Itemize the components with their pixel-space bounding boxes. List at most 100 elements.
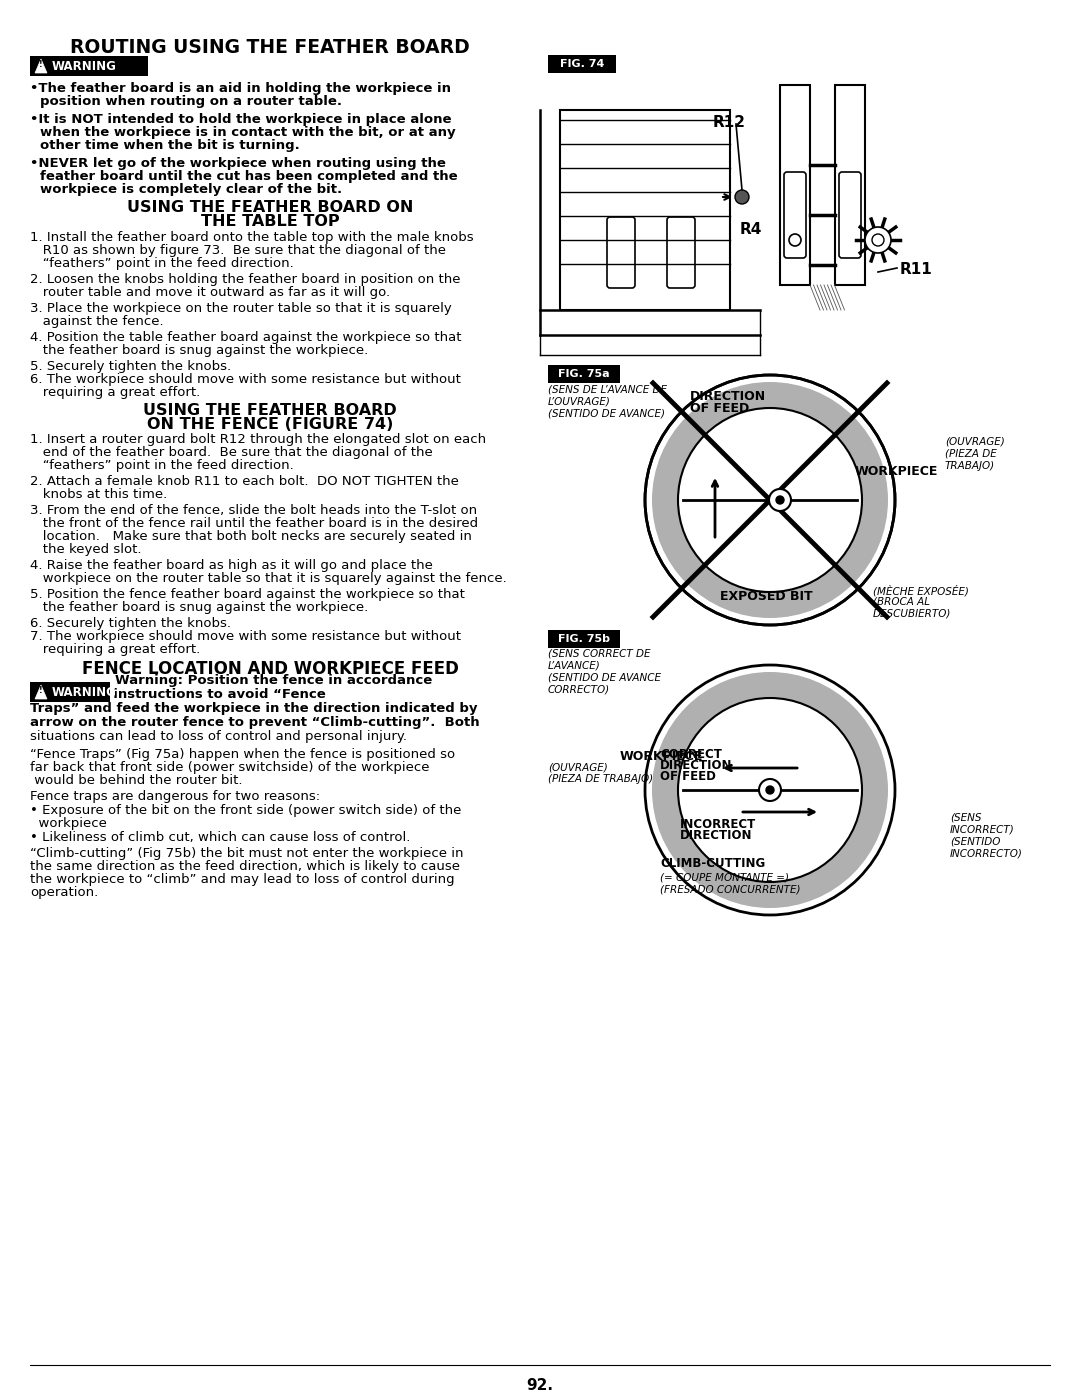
Text: •The feather board is an aid in holding the workpiece in: •The feather board is an aid in holding …	[30, 82, 451, 95]
Text: !: !	[39, 686, 43, 694]
Polygon shape	[35, 59, 48, 73]
Text: !: !	[39, 60, 43, 68]
Text: OF FEED: OF FEED	[660, 770, 716, 782]
Text: location.   Make sure that both bolt necks are securely seated in: location. Make sure that both bolt necks…	[30, 529, 472, 543]
Text: ON THE FENCE (FIGURE 74): ON THE FENCE (FIGURE 74)	[147, 416, 393, 432]
Polygon shape	[35, 685, 48, 698]
Text: L’AVANCE): L’AVANCE)	[548, 659, 600, 671]
Text: would be behind the router bit.: would be behind the router bit.	[30, 774, 243, 787]
Text: (OUVRAGE): (OUVRAGE)	[548, 761, 608, 773]
Circle shape	[769, 489, 791, 511]
Text: ROUTING USING THE FEATHER BOARD: ROUTING USING THE FEATHER BOARD	[70, 38, 470, 57]
Text: R4: R4	[740, 222, 762, 237]
Text: EXPOSED BIT: EXPOSED BIT	[720, 590, 812, 604]
Text: (MÈCHE EXPOSÉE): (MÈCHE EXPOSÉE)	[873, 585, 969, 597]
Text: OF FEED: OF FEED	[690, 402, 750, 415]
Text: 2. Loosen the knobs holding the feather board in position on the: 2. Loosen the knobs holding the feather …	[30, 272, 460, 286]
Circle shape	[789, 235, 801, 246]
Text: Fence traps are dangerous for two reasons:: Fence traps are dangerous for two reason…	[30, 789, 320, 803]
Text: other time when the bit is turning.: other time when the bit is turning.	[40, 138, 300, 152]
Circle shape	[645, 665, 895, 915]
FancyBboxPatch shape	[30, 56, 148, 75]
Text: 5. Securely tighten the knobs.: 5. Securely tighten the knobs.	[30, 360, 231, 373]
Text: DIRECTION: DIRECTION	[660, 759, 732, 773]
Text: Warning: Position the fence in accordance: Warning: Position the fence in accordanc…	[114, 673, 432, 687]
Text: situations can lead to loss of control and personal injury.: situations can lead to loss of control a…	[30, 731, 407, 743]
Text: (PIEZA DE TRABAJO): (PIEZA DE TRABAJO)	[548, 774, 653, 784]
Text: USING THE FEATHER BOARD ON: USING THE FEATHER BOARD ON	[126, 200, 414, 215]
Circle shape	[777, 496, 784, 504]
Text: workpiece on the router table so that it is squarely against the fence.: workpiece on the router table so that it…	[30, 571, 507, 585]
Text: 5. Position the fence feather board against the workpiece so that: 5. Position the fence feather board agai…	[30, 588, 464, 601]
Text: R11: R11	[900, 263, 933, 277]
Text: knobs at this time.: knobs at this time.	[30, 488, 167, 502]
Text: (SENS CORRECT DE: (SENS CORRECT DE	[548, 648, 650, 658]
Circle shape	[678, 408, 862, 592]
Text: FIG. 75a: FIG. 75a	[558, 369, 610, 379]
Text: (SENS: (SENS	[950, 812, 982, 821]
Circle shape	[678, 698, 862, 882]
Text: against the fence.: against the fence.	[30, 314, 164, 328]
Circle shape	[645, 374, 895, 624]
Text: 6. Securely tighten the knobs.: 6. Securely tighten the knobs.	[30, 617, 231, 630]
FancyBboxPatch shape	[548, 630, 620, 648]
FancyBboxPatch shape	[30, 682, 110, 703]
Text: (SENTIDO DE AVANCE: (SENTIDO DE AVANCE	[548, 672, 661, 682]
Text: the feather board is snug against the workpiece.: the feather board is snug against the wo…	[30, 601, 368, 615]
Text: CORRECTO): CORRECTO)	[548, 685, 610, 694]
Text: the feather board is snug against the workpiece.: the feather board is snug against the wo…	[30, 344, 368, 358]
Text: 2. Attach a female knob R11 to each bolt.  DO NOT TIGHTEN the: 2. Attach a female knob R11 to each bolt…	[30, 475, 459, 488]
Text: with these instructions to avoid “Fence: with these instructions to avoid “Fence	[30, 687, 326, 701]
Text: THE TABLE TOP: THE TABLE TOP	[201, 214, 339, 229]
Text: 6. The workpiece should move with some resistance but without: 6. The workpiece should move with some r…	[30, 373, 461, 386]
Text: arrow on the router fence to prevent “Climb-cutting”.  Both: arrow on the router fence to prevent “Cl…	[30, 717, 480, 729]
Circle shape	[735, 190, 750, 204]
FancyBboxPatch shape	[780, 85, 810, 285]
Circle shape	[652, 381, 888, 617]
Text: • Likeliness of climb cut, which can cause loss of control.: • Likeliness of climb cut, which can cau…	[30, 831, 410, 844]
Text: WARNING: WARNING	[52, 686, 117, 698]
Text: INCORRECT): INCORRECT)	[950, 824, 1015, 834]
Text: (SENS DE L’AVANCE DE: (SENS DE L’AVANCE DE	[548, 386, 667, 395]
Text: operation.: operation.	[30, 886, 98, 900]
Text: “feathers” point in the feed direction.: “feathers” point in the feed direction.	[30, 257, 294, 270]
Text: router table and move it outward as far as it will go.: router table and move it outward as far …	[30, 286, 390, 299]
Text: far back that front side (power switchside) of the workpiece: far back that front side (power switchsi…	[30, 761, 430, 774]
Text: USING THE FEATHER BOARD: USING THE FEATHER BOARD	[144, 402, 396, 418]
Text: (SENTIDO DE AVANCE): (SENTIDO DE AVANCE)	[548, 409, 665, 419]
Text: 4. Position the table feather board against the workpiece so that: 4. Position the table feather board agai…	[30, 331, 461, 344]
Text: •It is NOT intended to hold the workpiece in place alone: •It is NOT intended to hold the workpiec…	[30, 113, 451, 126]
Text: • Exposure of the bit on the front side (power switch side) of the: • Exposure of the bit on the front side …	[30, 805, 461, 817]
Text: (OUVRAGE): (OUVRAGE)	[945, 437, 1004, 447]
FancyBboxPatch shape	[784, 172, 806, 258]
Text: INCORRECTO): INCORRECTO)	[950, 848, 1023, 858]
Text: the same direction as the feed direction, which is likely to cause: the same direction as the feed direction…	[30, 861, 460, 873]
Text: R12: R12	[713, 115, 746, 130]
Text: requiring a great effort.: requiring a great effort.	[30, 643, 200, 657]
Text: R10 as shown by figure 73.  Be sure that the diagonal of the: R10 as shown by figure 73. Be sure that …	[30, 244, 446, 257]
Text: (SENTIDO: (SENTIDO	[950, 835, 1000, 847]
Text: •NEVER let go of the workpiece when routing using the: •NEVER let go of the workpiece when rout…	[30, 156, 446, 170]
FancyBboxPatch shape	[835, 85, 865, 285]
Text: CLIMB-CUTTING: CLIMB-CUTTING	[660, 856, 766, 870]
Text: 7. The workpiece should move with some resistance but without: 7. The workpiece should move with some r…	[30, 630, 461, 643]
Text: WARNING: WARNING	[52, 60, 117, 73]
FancyBboxPatch shape	[607, 217, 635, 288]
Circle shape	[865, 226, 891, 253]
Text: WORKPIECE: WORKPIECE	[620, 750, 703, 763]
FancyBboxPatch shape	[548, 365, 620, 383]
Text: DESCUBIERTO): DESCUBIERTO)	[873, 609, 951, 619]
Text: FIG. 74: FIG. 74	[559, 59, 604, 68]
Text: FENCE LOCATION AND WORKPIECE FEED: FENCE LOCATION AND WORKPIECE FEED	[82, 659, 458, 678]
Text: position when routing on a router table.: position when routing on a router table.	[40, 95, 342, 108]
Text: 92.: 92.	[527, 1377, 554, 1393]
Text: 3. From the end of the fence, slide the bolt heads into the T-slot on: 3. From the end of the fence, slide the …	[30, 504, 477, 517]
FancyBboxPatch shape	[548, 54, 616, 73]
Text: WORKPIECE: WORKPIECE	[855, 465, 939, 478]
Text: 1. Insert a router guard bolt R12 through the elongated slot on each: 1. Insert a router guard bolt R12 throug…	[30, 433, 486, 446]
Text: “feathers” point in the feed direction.: “feathers” point in the feed direction.	[30, 460, 294, 472]
Text: INCORRECT: INCORRECT	[680, 819, 756, 831]
Text: the front of the fence rail until the feather board is in the desired: the front of the fence rail until the fe…	[30, 517, 478, 529]
Text: (PIEZA DE: (PIEZA DE	[945, 448, 997, 460]
Text: DIRECTION: DIRECTION	[680, 828, 753, 842]
